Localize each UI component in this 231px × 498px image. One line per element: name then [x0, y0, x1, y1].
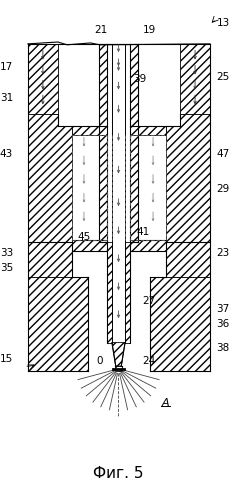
Text: 27: 27: [143, 296, 156, 306]
Polygon shape: [107, 242, 130, 343]
Polygon shape: [166, 242, 210, 277]
Polygon shape: [115, 366, 122, 371]
Text: 23: 23: [216, 248, 230, 258]
Text: 19: 19: [143, 25, 156, 35]
Text: 35: 35: [0, 263, 13, 273]
Polygon shape: [72, 240, 107, 251]
Text: 25: 25: [216, 72, 230, 82]
Text: 41: 41: [136, 228, 149, 238]
Text: Фиг. 5: Фиг. 5: [93, 466, 144, 481]
Text: 24: 24: [143, 356, 156, 367]
Polygon shape: [72, 126, 107, 135]
Polygon shape: [130, 44, 138, 242]
Bar: [72, 126, 166, 242]
Polygon shape: [28, 114, 72, 242]
Polygon shape: [28, 277, 88, 371]
Bar: [88, 277, 150, 371]
Polygon shape: [150, 277, 210, 371]
Text: 39: 39: [133, 74, 147, 84]
Polygon shape: [180, 44, 210, 114]
Text: 21: 21: [94, 25, 107, 35]
Text: 43: 43: [0, 149, 13, 159]
Polygon shape: [99, 44, 107, 242]
Text: 13: 13: [216, 18, 230, 28]
Text: 17: 17: [0, 62, 13, 72]
Polygon shape: [112, 343, 125, 366]
Text: 0: 0: [97, 356, 103, 367]
Text: 33: 33: [0, 248, 13, 258]
Text: 45: 45: [77, 232, 91, 242]
Text: 36: 36: [216, 319, 230, 329]
Bar: [112, 44, 125, 343]
Text: 29: 29: [216, 184, 230, 194]
Text: 37: 37: [216, 304, 230, 314]
Polygon shape: [166, 114, 210, 242]
Text: 15: 15: [0, 355, 13, 365]
Text: A: A: [161, 398, 169, 408]
Text: 31: 31: [0, 93, 13, 103]
Text: 38: 38: [216, 343, 230, 353]
Polygon shape: [28, 242, 72, 277]
Text: 47: 47: [216, 149, 230, 159]
Polygon shape: [130, 240, 166, 251]
Polygon shape: [130, 126, 166, 135]
Polygon shape: [28, 44, 58, 114]
